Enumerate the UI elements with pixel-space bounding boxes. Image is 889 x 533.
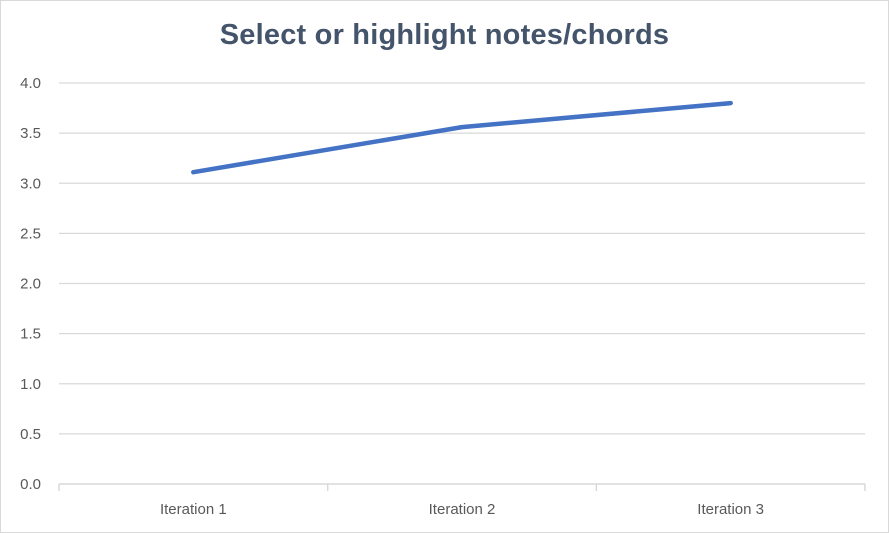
x-tick-label: Iteration 3 [697, 501, 764, 518]
y-tick-label: 4.0 [20, 75, 41, 92]
x-axis-tick-labels: Iteration 1 Iteration 2 Iteration 3 [160, 501, 764, 518]
y-tick-label: 1.5 [20, 326, 41, 343]
y-tick-label: 3.5 [20, 125, 41, 142]
y-tick-label: 0.0 [20, 476, 41, 493]
y-axis-tick-labels: 0.0 0.5 1.0 1.5 2.0 2.5 3.0 3.5 4.0 [20, 75, 41, 493]
y-tick-label: 2.5 [20, 225, 41, 242]
y-tick-label: 3.0 [20, 175, 41, 192]
series-line-0 [191, 100, 733, 175]
x-tick-label: Iteration 1 [160, 501, 227, 518]
x-tick-label: Iteration 2 [429, 501, 496, 518]
y-tick-label: 1.0 [20, 376, 41, 393]
axes [58, 483, 866, 491]
y-tick-label: 2.0 [20, 276, 41, 293]
series-group [191, 100, 733, 175]
y-tick-label: 0.5 [20, 426, 41, 443]
gridlines [59, 82, 865, 435]
chart-title: Select or highlight notes/chords [219, 19, 670, 51]
